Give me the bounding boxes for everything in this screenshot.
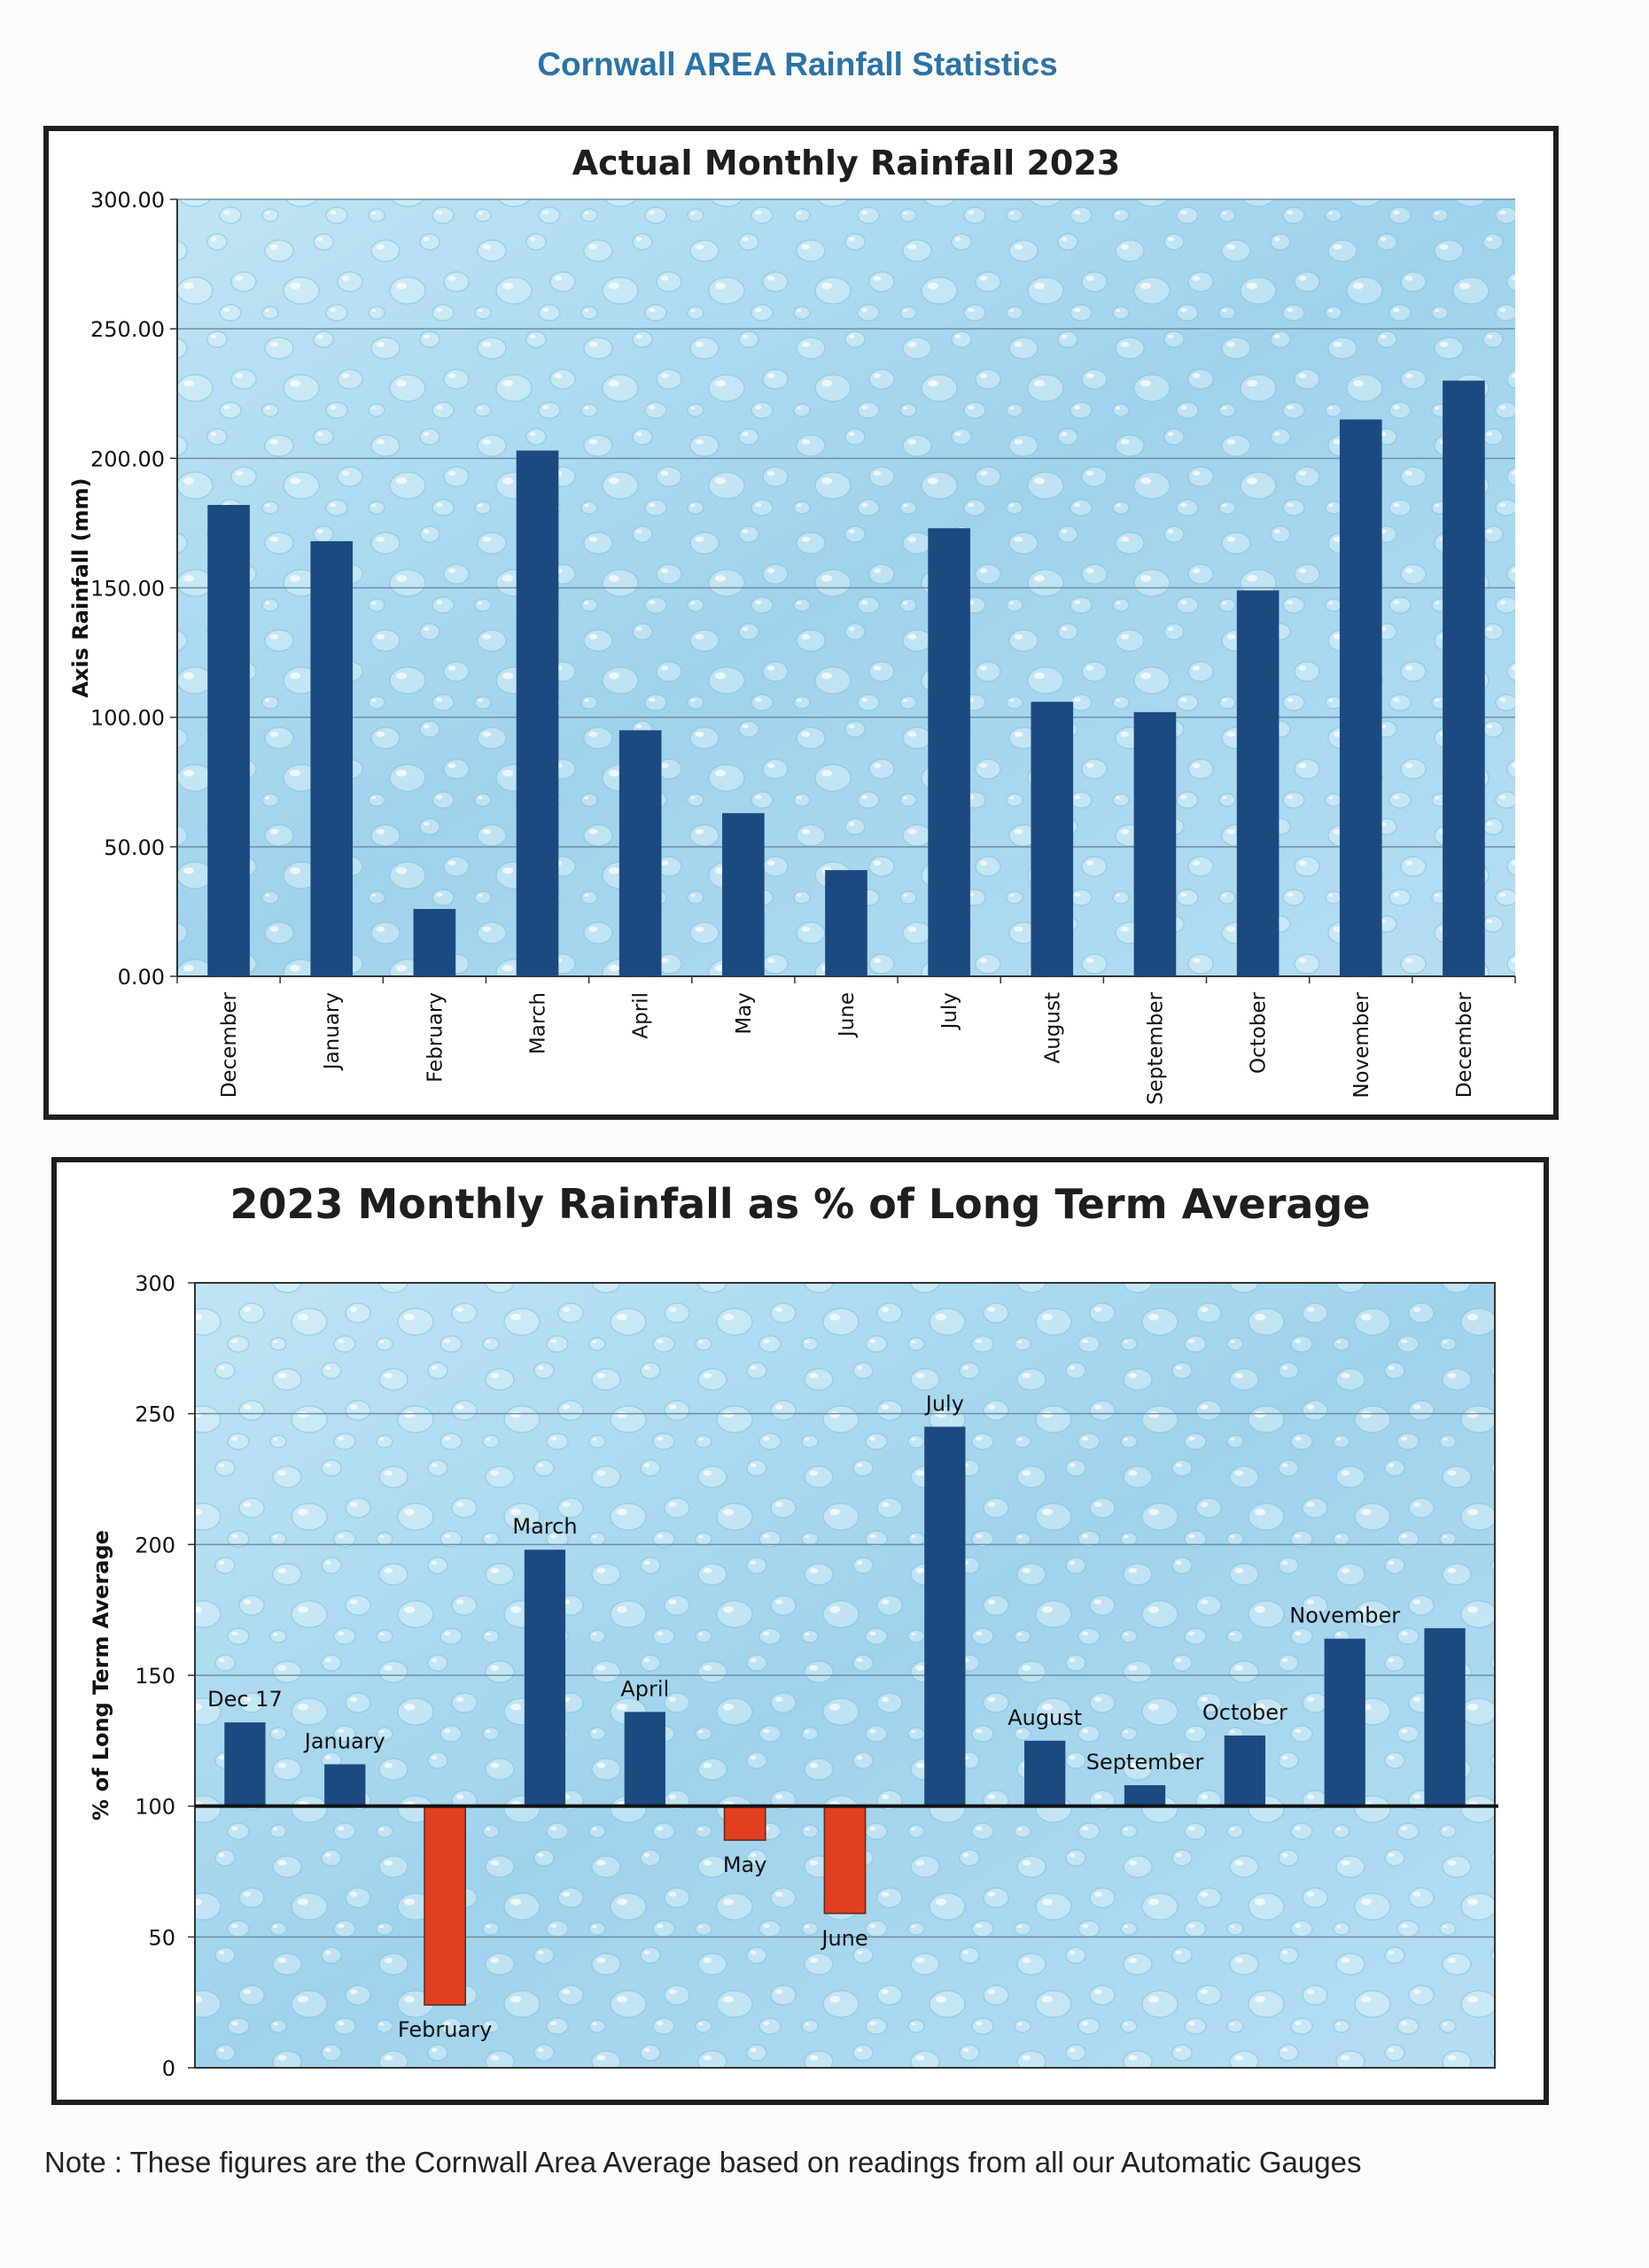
chart-title: Actual Monthly Rainfall 2023	[572, 144, 1120, 183]
bar	[207, 504, 250, 976]
data-label: March	[512, 1514, 577, 1539]
bar-below-average	[823, 1805, 867, 1915]
x-category-label: October	[1248, 991, 1271, 1074]
bar	[825, 870, 867, 976]
y-axis-label: Axis Rainfall (mm)	[68, 478, 93, 697]
x-category-label: December	[1453, 991, 1476, 1098]
bar-above-average	[1424, 1627, 1466, 1806]
y-tick-label: 200	[135, 1533, 175, 1557]
x-category-label: April	[630, 992, 653, 1039]
x-category-label: November	[1350, 991, 1373, 1098]
data-label: October	[1202, 1700, 1287, 1725]
x-category-label: July	[938, 992, 961, 1030]
bar-above-average	[324, 1764, 366, 1806]
data-label: February	[398, 2017, 492, 2042]
y-tick-label: 50	[148, 1925, 175, 1950]
bar-above-average	[1224, 1735, 1266, 1806]
y-tick-label: 100.00	[90, 706, 165, 731]
bar-below-average	[723, 1805, 766, 1841]
bar-above-average	[1124, 1785, 1166, 1806]
x-category-label: February	[424, 992, 447, 1083]
y-tick-label: 150	[135, 1664, 175, 1689]
page-title: Cornwall AREA Rainfall Statistics	[537, 46, 1058, 82]
y-tick-label: 250	[135, 1402, 175, 1427]
footnote: Note : These figures are the Cornwall Ar…	[44, 2146, 1362, 2179]
bar	[722, 812, 765, 976]
y-tick-label: 0.00	[118, 965, 165, 990]
data-label: September	[1086, 1750, 1204, 1775]
actual-rainfall-chart: Actual Monthly Rainfall 2023 0.00 50.00 100…	[68, 144, 1516, 1105]
bar	[928, 528, 970, 976]
chart-title: 2023 Monthly Rainfall as % of Long Term …	[229, 1180, 1370, 1228]
y-tick-label: 50.00	[104, 835, 165, 860]
data-label: January	[303, 1728, 385, 1753]
bar	[310, 540, 354, 976]
actual-rainfall-chart-panel: Actual Monthly Rainfall 2023 0.00 50.00 100…	[43, 126, 1559, 1120]
bar	[1339, 419, 1382, 976]
bar-above-average	[624, 1712, 665, 1806]
y-tick-label: 250.00	[90, 317, 165, 342]
bar	[1133, 711, 1177, 976]
data-label: November	[1289, 1604, 1400, 1628]
y-tick-label: 200.00	[90, 447, 165, 471]
x-category-label: December	[218, 991, 241, 1098]
bar-above-average	[1024, 1740, 1066, 1806]
bar	[1443, 380, 1485, 977]
percent-average-chart: 2023 Monthly Rainfall as % of Long Term …	[89, 1180, 1498, 2081]
data-label: Dec 17	[207, 1687, 283, 1712]
bar	[1031, 702, 1074, 976]
bar	[413, 908, 456, 976]
data-label: April	[620, 1676, 669, 1701]
x-category-label: March	[527, 992, 550, 1054]
bar-above-average	[224, 1722, 266, 1806]
bar	[1236, 590, 1280, 976]
x-category-label: June	[836, 992, 859, 1038]
bar-above-average	[1324, 1638, 1365, 1806]
data-label: July	[924, 1391, 964, 1416]
bar-above-average	[924, 1426, 966, 1806]
percent-average-chart-panel: 2023 Monthly Rainfall as % of Long Term …	[51, 1157, 1549, 2105]
x-category-label: August	[1041, 992, 1064, 1064]
y-tick-label: 300	[135, 1271, 175, 1296]
data-label: August	[1007, 1705, 1082, 1730]
x-category-label: September	[1144, 991, 1167, 1105]
bar	[516, 450, 559, 976]
y-tick-label: 0	[162, 2056, 175, 2081]
bar	[618, 730, 662, 976]
y-tick-label: 150.00	[90, 577, 165, 602]
x-category-label: January	[321, 992, 344, 1071]
data-label: May	[723, 1852, 767, 1877]
y-tick-label: 300.00	[90, 188, 165, 213]
bar-below-average	[424, 1805, 466, 2006]
bar-above-average	[524, 1550, 566, 1806]
x-category-label: May	[733, 992, 756, 1035]
plot-border	[194, 1282, 1496, 2069]
y-axis-label: % of Long Term Average	[89, 1530, 113, 1821]
data-label: June	[820, 1926, 867, 1951]
y-tick-label: 100	[135, 1795, 175, 1820]
